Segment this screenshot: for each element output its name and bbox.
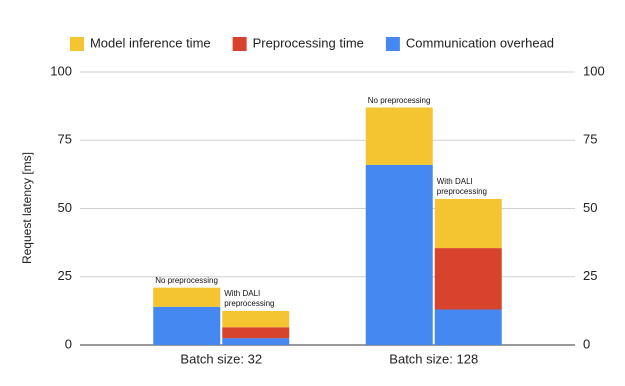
x-tick-label: Batch size: 32: [180, 351, 262, 366]
legend-swatch: [69, 37, 84, 51]
legend-label: Communication overhead: [406, 35, 554, 50]
legend-swatch: [232, 37, 247, 51]
y-tick-label: 75: [58, 132, 72, 147]
legend-label: Preprocessing time: [253, 35, 364, 50]
y-axis-title: Request latency [ms]: [20, 152, 34, 264]
bar-segment: [365, 107, 433, 165]
bar-segment: [434, 198, 502, 249]
x-tick-label: Batch size: 128: [389, 351, 478, 366]
y2-tick-label: 100: [583, 63, 605, 78]
bar-label: No preprocessing: [367, 95, 431, 105]
y-tick-label: 25: [58, 268, 72, 283]
y2-tick-label: 25: [583, 268, 597, 283]
y-tick-label: 50: [58, 200, 72, 215]
bar-segment: [222, 310, 290, 328]
y2-tick-label: 0: [583, 336, 590, 351]
y2-tick-label: 75: [583, 132, 597, 147]
bar-segment: [365, 164, 433, 345]
bar-segment: [153, 306, 221, 345]
bar-segment: [434, 309, 502, 345]
bar-segment: [434, 248, 502, 310]
y-tick-label: 0: [65, 336, 72, 351]
bar-segment: [222, 338, 290, 345]
y2-tick-label: 50: [583, 200, 597, 215]
bar-label: No preprocessing: [155, 275, 218, 285]
bar-label: With DALI preprocessing: [224, 288, 275, 308]
bar-label: With DALI preprocessing: [436, 176, 487, 196]
y-tick-label: 100: [50, 63, 72, 78]
legend-swatch: [385, 37, 400, 51]
bar-segment: [222, 327, 290, 339]
bar-segment: [153, 287, 221, 307]
legend-label: Model inference time: [90, 35, 211, 50]
